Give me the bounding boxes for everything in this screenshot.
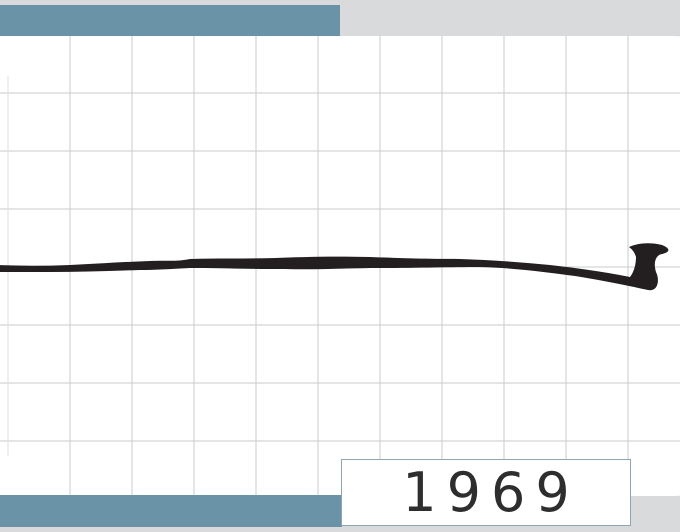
top-accent-bar: [0, 5, 340, 37]
year-label: 1969: [402, 460, 580, 524]
bottom-accent-bar: [0, 495, 342, 527]
hand-drawn-trend-line: [0, 243, 669, 291]
year-label-box: 1969: [341, 459, 631, 526]
grid-paper: [0, 36, 680, 496]
grid-svg: [0, 36, 680, 496]
